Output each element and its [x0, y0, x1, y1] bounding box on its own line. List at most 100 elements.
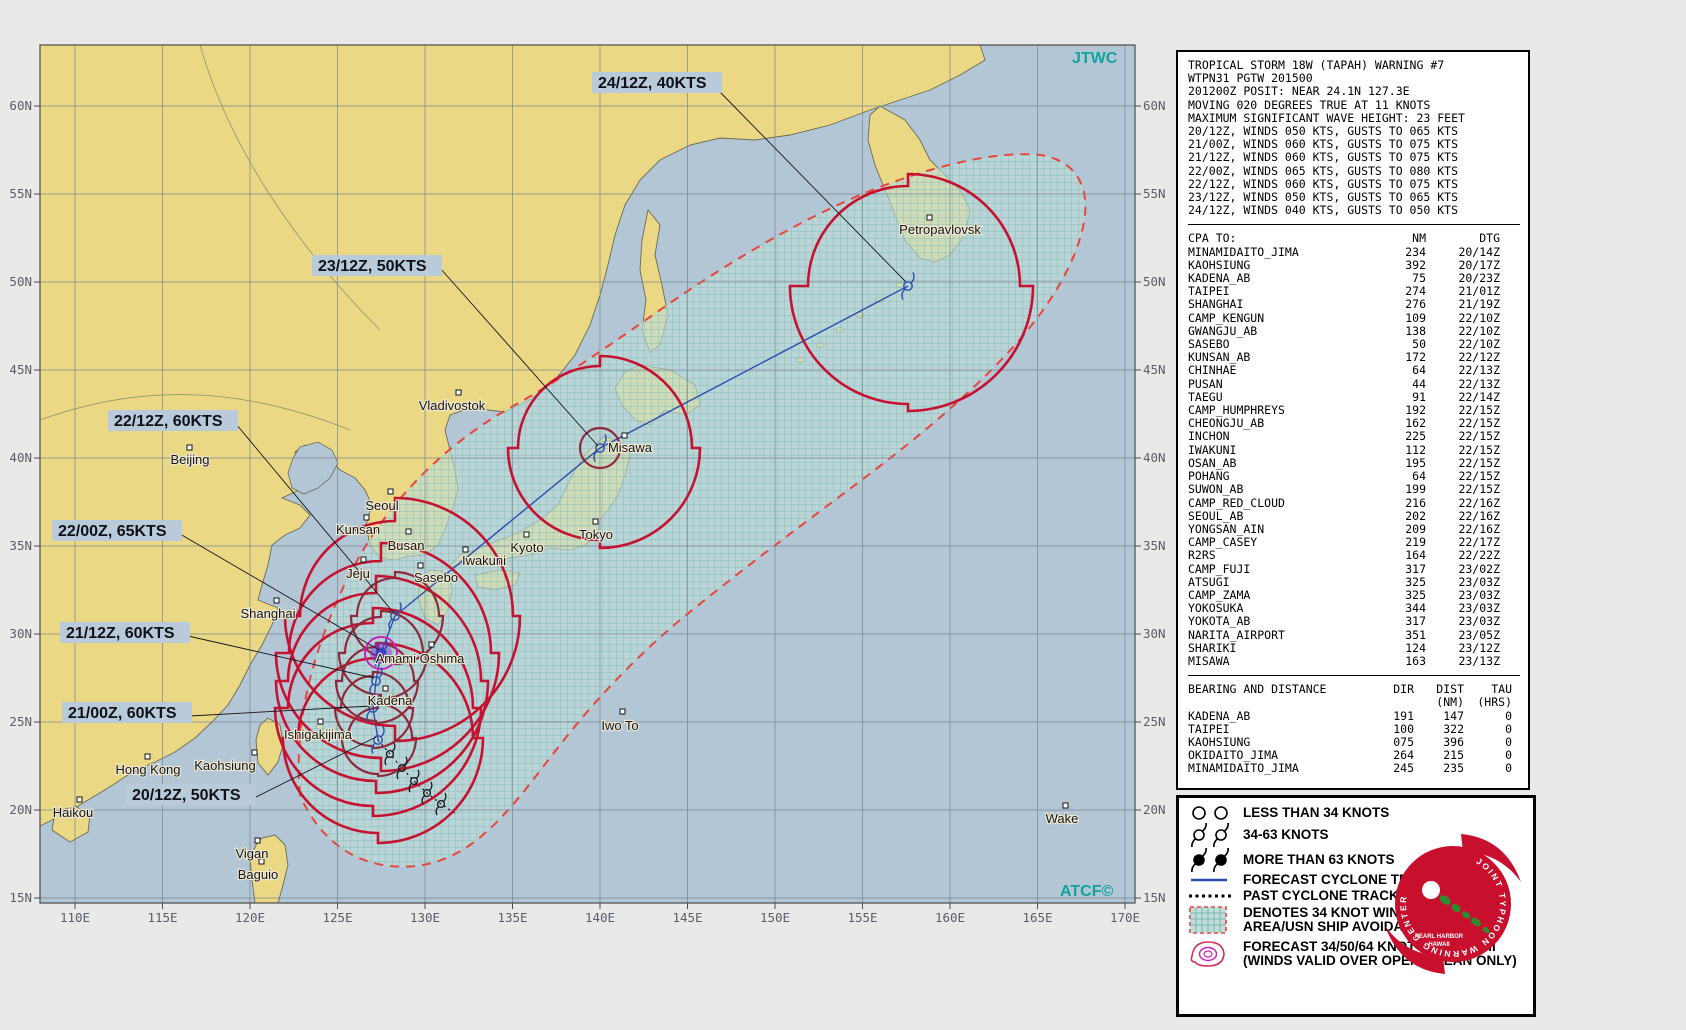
svg-text:150E: 150E: [760, 910, 790, 925]
map-frame: [39, 44, 1136, 904]
cpa-row: KUNSAN_AB 172 22/12Z: [1188, 350, 1500, 365]
cpa-row: OSAN_AB 195 22/15Z: [1188, 455, 1500, 470]
danger-area-icon: [1187, 904, 1243, 936]
country-borders: [40, 45, 381, 431]
svg-text:35N: 35N: [1143, 538, 1166, 553]
svg-text:20N: 20N: [9, 802, 32, 817]
cpa-row: YOKOTA_AB 317 23/03Z: [1188, 614, 1500, 629]
wind-radii-34kt: [273, 172, 1035, 845]
svg-text:30N: 30N: [1143, 626, 1166, 641]
city-label: Ishigakijima: [284, 727, 353, 742]
forecast-label: 20/12Z, 50KTS: [132, 787, 241, 804]
city-label: Jeju: [346, 566, 370, 581]
cpa-row: R2RS 164 22/22Z: [1188, 548, 1500, 563]
forecast-labels: 24/12Z, 40KTS 23/12Z, 50KTS 22/12Z, 60KT…: [52, 72, 722, 805]
svg-text:125E: 125E: [322, 910, 352, 925]
cpa-row: POHANG 64 22/15Z: [1188, 469, 1500, 484]
cpa-row: CHINHAE 64 22/13Z: [1188, 363, 1500, 378]
svg-text:35N: 35N: [9, 538, 32, 553]
legend-item-34-63: 34-63 KNOTS: [1187, 823, 1529, 847]
city-label: Hong Kong: [115, 762, 180, 777]
panel-divider: [1188, 675, 1520, 677]
past-cyclone-track: [377, 739, 457, 815]
svg-text:115E: 115E: [147, 910, 177, 925]
bearing-row: KAOHSIUNG 075 396 0: [1188, 734, 1512, 749]
cpa-row: KAOHSIUNG 392 20/17Z: [1188, 257, 1500, 272]
axis-ticks: [34, 105, 1141, 909]
forecast-label: 22/12Z, 60KTS: [114, 413, 223, 430]
cpa-row: SASEBO 50 22/10Z: [1188, 337, 1500, 352]
wind-radii-50kt: [333, 426, 622, 778]
city-label: Wake: [1046, 811, 1079, 826]
map-svg: Beijing Seoul Kunsan Busan Jeju Sasebo I…: [9, 44, 1166, 925]
warning-line: 23/12Z, WINDS 050 KTS, GUSTS TO 065 KTS: [1188, 190, 1459, 205]
warning-line: 20/12Z, WINDS 050 KTS, GUSTS TO 065 KTS: [1188, 124, 1459, 139]
lon-labels: 110E 115E 120E 125E 130E 135E 140E 145E …: [60, 910, 1140, 925]
cpa-row: NARITA_AIRPORT 351 23/05Z: [1188, 627, 1500, 642]
cpa-row: CAMP_ZAMA 325 23/03Z: [1188, 587, 1500, 602]
cpa-row: CAMP_CASEY 219 22/17Z: [1188, 535, 1500, 550]
svg-text:45N: 45N: [1143, 362, 1166, 377]
bearing-row: OKIDAITO_JIMA 264 215 0: [1188, 748, 1512, 763]
warning-line: WTPN31 PGTW 201500: [1188, 71, 1313, 86]
bearing-row: KADENA_AB 191 147 0: [1188, 708, 1512, 723]
jtwc-credit: JTWC: [1072, 50, 1118, 67]
bearing-header: BEARING AND DISTANCE DIR DIST TAU: [1188, 682, 1512, 697]
bearing-row: MINAMIDAITO_JIMA 245 235 0: [1188, 761, 1512, 776]
city-label: Seoul: [365, 498, 398, 513]
warning-line: 21/00Z, WINDS 060 KTS, GUSTS TO 075 KTS: [1188, 137, 1459, 152]
city-label: Haikou: [53, 805, 93, 820]
warning-line: 22/00Z, WINDS 065 KTS, GUSTS TO 080 KTS: [1188, 163, 1459, 178]
svg-text:PEARL HARBOR: PEARL HARBOR: [1415, 934, 1464, 940]
city-label: Vigan: [235, 846, 268, 861]
city-label: Iwakuni: [462, 553, 506, 568]
svg-text:50N: 50N: [9, 274, 32, 289]
cpa-row: SHANGHAI 276 21/19Z: [1188, 297, 1500, 312]
warning-line: 22/12Z, WINDS 060 KTS, GUSTS TO 075 KTS: [1188, 176, 1459, 191]
svg-text:15N: 15N: [9, 890, 32, 905]
cpa-row: KADENA_AB 75 20/23Z: [1188, 271, 1500, 286]
svg-text:HAWAII: HAWAII: [1428, 942, 1450, 948]
svg-text:25N: 25N: [9, 714, 32, 729]
cpa-row: TAIPEI 274 21/01Z: [1188, 284, 1500, 299]
forecast-label: 24/12Z, 40KTS: [598, 75, 707, 92]
bearing-row: TAIPEI 100 322 0: [1188, 721, 1512, 736]
svg-text:60N: 60N: [1143, 98, 1166, 113]
legend-panel: LESS THAN 34 KNOTS 34-63 KNOTS MORE THAN…: [1176, 795, 1536, 1017]
wind-radii-icon: [1187, 937, 1243, 971]
svg-text:55N: 55N: [9, 186, 32, 201]
cyclone-gt63-icon: [1187, 848, 1243, 872]
forecast-label: 23/12Z, 50KTS: [318, 258, 427, 275]
city-label: Busan: [388, 538, 425, 553]
cpa-table: MINAMIDAITO_JIMA 234 20/14Z KAOHSIUNG 392 20…: [1188, 244, 1522, 669]
svg-text:130E: 130E: [410, 910, 440, 925]
cpa-row: MISAWA 163 23/13Z: [1188, 653, 1500, 668]
cpa-row: GWANGJU_AB 138 22/10Z: [1188, 323, 1500, 338]
legend-item-lt34: LESS THAN 34 KNOTS: [1187, 804, 1529, 822]
jtwc-logo: JOINT TYPHOON WARNING CENTER PEARL HARBO…: [1385, 834, 1521, 974]
city-label: Kyoto: [510, 540, 543, 555]
svg-text:40N: 40N: [1143, 450, 1166, 465]
bearing-header-units: (NM) (HRS): [1436, 695, 1512, 710]
lat-labels-right: 60N 55N 50N 45N 40N 35N 30N 25N 20N 15N: [1143, 98, 1166, 905]
cpa-row: IWAKUNI 112 22/15Z: [1188, 442, 1500, 457]
warning-line: MOVING 020 DEGREES TRUE AT 11 KNOTS: [1188, 97, 1431, 112]
svg-text:25N: 25N: [1143, 714, 1166, 729]
svg-text:155E: 155E: [847, 910, 877, 925]
svg-text:40N: 40N: [9, 450, 32, 465]
cpa-row: TAEGU 91 22/14Z: [1188, 389, 1500, 404]
city-markers: [76, 214, 1069, 865]
panel-divider: [1188, 224, 1520, 226]
forecast-track-icon: [1187, 875, 1243, 885]
cpa-row: MINAMIDAITO_JIMA 234 20/14Z: [1188, 244, 1500, 259]
warning-line: 21/12Z, WINDS 060 KTS, GUSTS TO 075 KTS: [1188, 150, 1459, 165]
sea-bohai: [287, 441, 339, 495]
map-canvas: Beijing Seoul Kunsan Busan Jeju Sasebo I…: [9, 44, 1166, 925]
cpa-row: CAMP_RED_CLOUD 216 22/16Z: [1188, 495, 1500, 510]
cpa-row: CAMP_FUJI 317 23/02Z: [1188, 561, 1500, 576]
city-label: Tokyo: [579, 527, 613, 542]
warning-line: 201200Z POSIT: NEAR 24.1N 127.3E: [1188, 84, 1410, 99]
svg-text:45N: 45N: [9, 362, 32, 377]
past-track-icon: [1187, 891, 1243, 901]
